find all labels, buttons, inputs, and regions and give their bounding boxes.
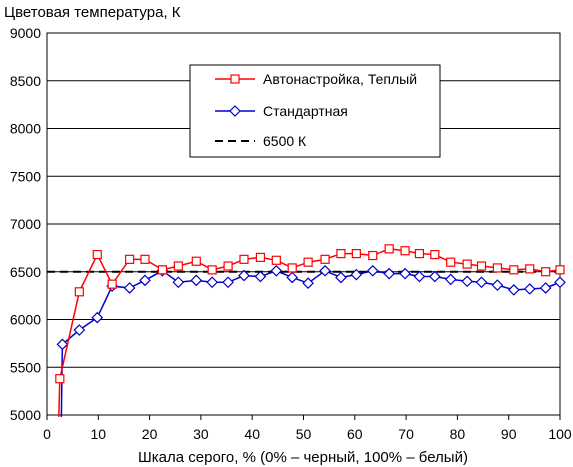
y-tick-label: 7000 — [10, 216, 41, 232]
series-1-point — [270, 264, 283, 277]
x-tick-label: 0 — [43, 426, 51, 442]
x-tick-label: 40 — [244, 426, 260, 442]
series-1-point — [73, 324, 86, 336]
series-0-point — [92, 249, 102, 260]
series-0-point — [191, 256, 201, 266]
series-0-point — [271, 255, 281, 265]
series-0-point — [55, 374, 65, 384]
x-tick-label: 30 — [193, 426, 209, 442]
series-0-point — [207, 265, 217, 275]
series-0-point — [320, 254, 330, 264]
legend-marker-warm — [230, 74, 240, 84]
series-0-point — [351, 249, 361, 259]
y-tick-label: 8500 — [10, 73, 41, 89]
series-1-point — [399, 267, 411, 280]
y-tick-label: 5000 — [10, 407, 41, 423]
series-1-point — [286, 271, 299, 284]
series-1-point — [56, 338, 69, 351]
series-0-point — [384, 244, 394, 254]
series-1-point — [523, 283, 536, 295]
series-0-point — [173, 261, 183, 271]
series-1-point — [206, 276, 219, 289]
series-0-low-tail — [58, 378, 61, 417]
y-tick-label: 6500 — [10, 264, 41, 280]
series-0-point — [541, 267, 551, 277]
series-0-point — [303, 257, 313, 267]
series-1-point — [91, 311, 104, 324]
series-1-point — [366, 264, 379, 277]
legend-label-reference: 6500 К — [263, 133, 307, 149]
series-1-point — [335, 271, 347, 284]
x-tick-label: 60 — [347, 426, 363, 442]
series-1-point — [461, 275, 473, 288]
series-0-point — [400, 246, 410, 256]
series-0-point — [336, 249, 346, 259]
x-tick-label: 70 — [398, 426, 414, 442]
series-0-point — [509, 265, 519, 275]
x-axis-title: Шкала серого, % (0% – черный, 100% – бел… — [138, 449, 468, 466]
series-1-point — [428, 270, 441, 283]
series-0-point — [446, 257, 456, 267]
series-1-point — [491, 279, 504, 291]
series-1-point — [123, 282, 136, 294]
y-tick-label: 7500 — [10, 168, 41, 184]
series-0-point — [525, 264, 535, 274]
x-tick-label: 20 — [142, 426, 158, 442]
series-1-point — [302, 277, 314, 290]
series-0-point — [140, 254, 150, 264]
series-1-point — [139, 274, 151, 287]
series-1-point — [413, 270, 426, 283]
series-1-point — [350, 268, 363, 281]
series-1-point — [222, 276, 234, 289]
legend: Автонастройка, Теплый Стандартная 6500 К — [189, 64, 441, 158]
series-0-point — [492, 263, 503, 273]
series-0-point — [368, 250, 378, 261]
series-0-point — [555, 265, 565, 275]
y-tick-label: 9000 — [10, 25, 41, 41]
x-tick-label: 10 — [91, 426, 107, 442]
series-0-point — [287, 263, 297, 273]
series-0-point — [430, 249, 440, 260]
series-0-point — [414, 249, 425, 259]
series-1-point — [554, 276, 566, 289]
y-tick-label: 8000 — [10, 121, 41, 137]
series-1-point — [507, 284, 520, 296]
series-0-point — [476, 261, 487, 271]
series-1-point — [319, 264, 331, 277]
series-0-point — [255, 252, 266, 263]
y-tick-labels: 5000 5500 6000 6500 7000 7500 8000 8500 9000 — [10, 25, 41, 423]
x-tick-labels: 0 10 20 30 40 50 60 70 80 90 100 — [43, 426, 572, 442]
y-axis-title: Цветовая температура, К — [4, 4, 181, 21]
series-1-point — [475, 276, 488, 289]
x-tick-label: 90 — [501, 426, 517, 442]
series-1-point — [444, 273, 457, 286]
series-0-point — [462, 259, 472, 269]
series-1-point — [383, 267, 396, 280]
series-1-point — [190, 274, 203, 287]
series-0-point — [239, 254, 249, 264]
series-0-point — [223, 261, 233, 271]
series-1-point — [254, 270, 267, 283]
y-tick-label: 6000 — [10, 312, 41, 328]
x-tick-label: 100 — [548, 426, 572, 442]
x-tick-label: 50 — [296, 426, 312, 442]
y-tick-label: 5500 — [10, 359, 41, 375]
legend-label-standard: Стандартная — [263, 103, 348, 119]
legend-marker-standard — [229, 105, 241, 117]
series-0-point — [74, 287, 84, 297]
x-tick-marks — [46, 415, 561, 420]
x-tick-label: 80 — [450, 426, 466, 442]
series-1-point — [238, 269, 250, 282]
series-0-point — [124, 254, 135, 264]
legend-label-warm: Автонастройка, Теплый — [263, 71, 417, 87]
series-group — [47, 244, 566, 417]
series-1-point — [172, 276, 185, 289]
series-0-point — [157, 265, 168, 275]
series-0-point — [107, 279, 117, 289]
series-1-point — [539, 282, 552, 294]
